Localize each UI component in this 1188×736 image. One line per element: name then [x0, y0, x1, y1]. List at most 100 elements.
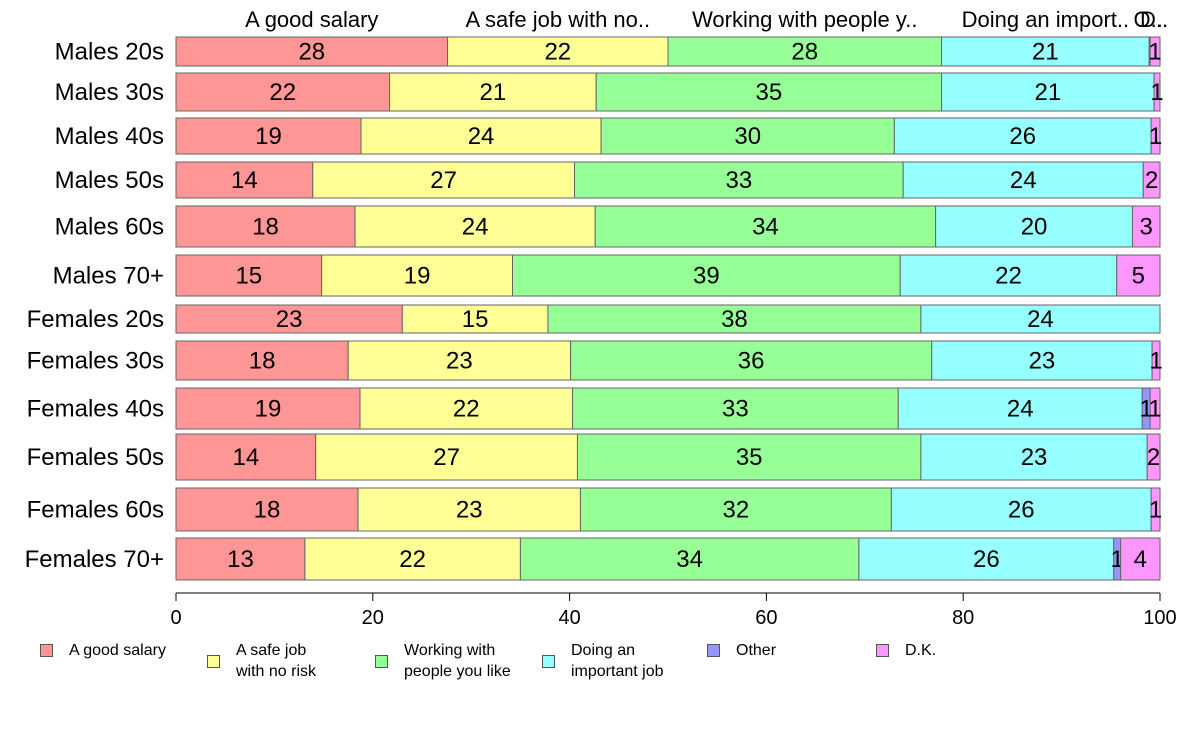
bar-segment — [357, 487, 581, 532]
data-label: 24 — [462, 214, 489, 241]
x-tick-label: 80 — [952, 607, 974, 629]
data-label: 21 — [479, 79, 506, 106]
legend-label: A good salary — [69, 642, 166, 659]
bar-segment — [304, 537, 521, 581]
data-label: 18 — [254, 497, 281, 524]
data-label: 26 — [1009, 123, 1036, 150]
data-label: 1 — [1150, 79, 1163, 106]
bar-segment — [175, 537, 306, 581]
stacked-bar-chart: A good salary A safe job with no.. Working… — [25, 7, 1177, 629]
row-label: Males 30s — [55, 79, 164, 106]
bar-segment — [920, 433, 1148, 481]
bar-segment — [1149, 36, 1161, 67]
data-label: 4 — [1134, 546, 1147, 573]
data-label: 27 — [430, 167, 457, 194]
data-label: 33 — [725, 167, 752, 194]
bar-segment — [579, 487, 892, 532]
x-tick-label: 40 — [558, 607, 580, 629]
bar-segment — [389, 72, 597, 112]
data-label: 35 — [756, 79, 783, 106]
data-label: 22 — [269, 79, 296, 106]
bar-segment — [401, 304, 549, 334]
top-segment-label: Doing an import.. — [962, 7, 1130, 32]
bar-segment — [902, 161, 1144, 199]
bar-segment — [1149, 387, 1161, 430]
bar-segment — [595, 72, 943, 112]
data-label: 15 — [462, 306, 489, 333]
row-label: Males 70+ — [53, 263, 164, 290]
data-label: 14 — [231, 167, 258, 194]
bar-segment — [897, 387, 1143, 430]
bar-segment — [175, 254, 323, 297]
bar-segment — [667, 36, 943, 67]
bar-segment — [175, 36, 449, 67]
data-label: 39 — [693, 263, 720, 290]
data-label: 2 — [1147, 444, 1160, 471]
bar-segment — [175, 205, 356, 248]
data-label: 22 — [453, 396, 480, 423]
bar-segment — [347, 340, 572, 381]
bar-segment — [935, 205, 1133, 248]
data-label: 23 — [446, 348, 473, 375]
bar-segment — [175, 487, 359, 532]
legend-item: A safe job with no risk — [207, 640, 316, 682]
legend-swatch — [40, 644, 53, 657]
x-tick-label: 60 — [755, 607, 777, 629]
legend-swatch — [375, 654, 388, 668]
data-label: 1 — [1140, 396, 1153, 423]
bar-segment — [570, 340, 933, 381]
x-tick-label: 0 — [170, 607, 181, 629]
bar-segment — [899, 254, 1118, 297]
bar-segment — [315, 433, 578, 481]
bar-segment — [576, 433, 922, 481]
data-label: 24 — [1010, 167, 1037, 194]
bar-segment — [175, 161, 314, 199]
bar-segment — [890, 487, 1152, 532]
bar-segment — [574, 161, 904, 199]
data-label: 33 — [722, 396, 749, 423]
legend-item: Working with people you like — [375, 640, 511, 682]
bar-segment — [547, 304, 922, 334]
data-label: 23 — [1029, 348, 1056, 375]
data-label: 24 — [1027, 306, 1054, 333]
bar-segment — [359, 387, 574, 430]
row-label: Males 50s — [55, 167, 164, 194]
legend-item: A good salary — [40, 640, 166, 661]
data-label: 19 — [255, 396, 282, 423]
data-label: 23 — [456, 497, 483, 524]
bar-segment — [354, 205, 596, 248]
bar-segment — [1150, 117, 1161, 155]
bar-segment — [512, 254, 901, 297]
data-label: 14 — [233, 444, 260, 471]
data-label: 23 — [1021, 444, 1048, 471]
legend-swatch — [542, 654, 555, 668]
bar-segment — [594, 205, 937, 248]
data-label: 28 — [298, 39, 325, 66]
row-label: Females 30s — [27, 348, 164, 375]
bar-segment — [175, 117, 362, 155]
legend-label: Other — [736, 642, 777, 659]
data-label: 38 — [721, 306, 748, 333]
bar-segment — [572, 387, 899, 430]
data-label: 21 — [1032, 39, 1059, 66]
data-label: 22 — [399, 546, 426, 573]
data-label: 21 — [1034, 79, 1061, 106]
data-label: 3 — [1140, 214, 1153, 241]
bar-segment — [175, 304, 403, 334]
data-label: 1 — [1148, 39, 1161, 66]
legend-swatch — [876, 644, 889, 657]
data-label: 1 — [1149, 497, 1162, 524]
data-label: 26 — [973, 546, 1000, 573]
legend-item: D.K. — [876, 640, 936, 661]
bar-segment — [1146, 433, 1161, 481]
data-label: 19 — [255, 123, 282, 150]
data-label: 1 — [1149, 348, 1162, 375]
bar-segment — [175, 72, 391, 112]
data-label: 2 — [1145, 167, 1158, 194]
x-tick-label: 20 — [362, 607, 384, 629]
row-label: Females 60s — [27, 497, 164, 524]
data-label: 15 — [235, 263, 262, 290]
data-label: 22 — [995, 263, 1022, 290]
legend-item: Doing an important job — [542, 640, 664, 682]
legend-swatch — [707, 644, 720, 657]
